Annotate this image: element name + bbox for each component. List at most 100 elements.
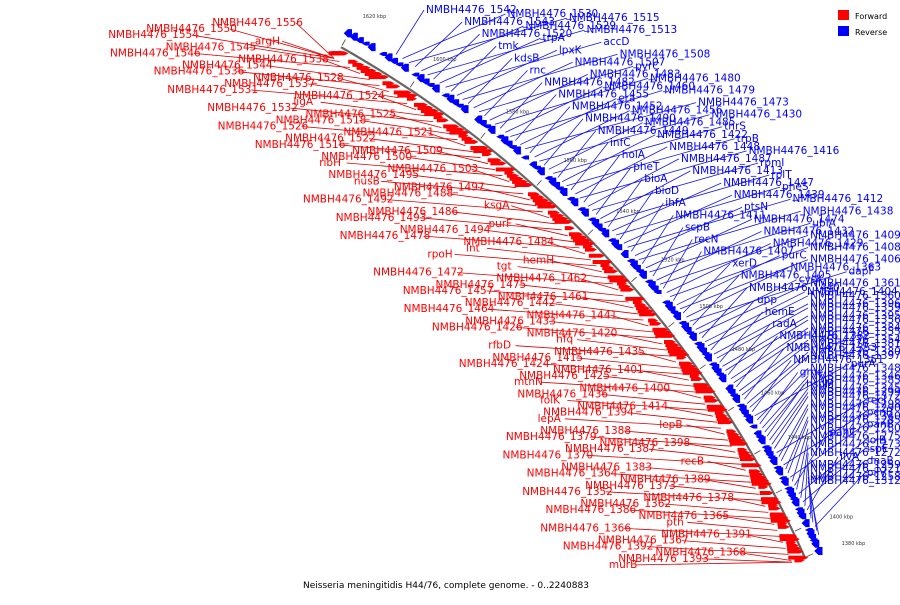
reverse-gene-label[interactable]: infC bbox=[610, 137, 631, 149]
forward-gene-label[interactable]: folK bbox=[540, 395, 561, 407]
forward-gene-label[interactable]: hfq bbox=[556, 334, 573, 346]
reverse-gene-label[interactable]: dapF bbox=[849, 266, 875, 278]
reverse-gene-label[interactable]: NMBH4476_1483 bbox=[590, 68, 681, 80]
forward-gene-label[interactable]: NMBH4476_1509 bbox=[352, 145, 443, 157]
forward-gene-label[interactable]: NMBH4476_1373 bbox=[585, 480, 676, 492]
reverse-gene-label[interactable]: NMBH4476_1259 bbox=[810, 459, 900, 471]
reverse-gene-label[interactable]: NMBH4476_1430 bbox=[711, 109, 802, 121]
reverse-gene-label[interactable]: NMBH4476_1346 bbox=[810, 370, 900, 382]
forward-gene-label[interactable]: NMBH4476_1545 bbox=[166, 41, 257, 53]
reverse-gene-label[interactable]: trpB bbox=[737, 133, 759, 145]
reverse-gene-label[interactable]: NMBH4476_1449 bbox=[598, 125, 689, 137]
reverse-gene-label[interactable]: trpA bbox=[543, 32, 566, 44]
reverse-gene-label[interactable]: NMBH4476_1411 bbox=[675, 209, 766, 221]
reverse-gene-label[interactable]: NMBH4476_1456 bbox=[632, 105, 723, 117]
reverse-gene-label[interactable]: rnc bbox=[530, 64, 547, 76]
reverse-gene-label[interactable]: NMBH4476_1381 bbox=[810, 338, 900, 350]
forward-gene-label[interactable]: NMBH4476_1457 bbox=[403, 285, 494, 297]
reverse-gene-label[interactable]: NMBH4476_1407 bbox=[703, 246, 794, 258]
reverse-gene-label[interactable]: NMBH4476_1413 bbox=[692, 165, 783, 177]
forward-gene-label[interactable]: NMBH4476_1462 bbox=[496, 273, 587, 285]
forward-gene-label[interactable]: murB bbox=[609, 559, 637, 571]
forward-gene-label[interactable]: NMBH4476_1503 bbox=[388, 163, 479, 175]
reverse-gene-label[interactable]: NMBH4476_1359 bbox=[810, 302, 900, 314]
forward-gene-label[interactable]: NMBH4476_1398 bbox=[600, 437, 691, 449]
reverse-gene-label[interactable]: NMBH4476_1455 bbox=[558, 89, 649, 101]
forward-gene-label[interactable]: NMBH4476_1389 bbox=[620, 474, 711, 486]
forward-gene-label[interactable]: NMBH4476_1524 bbox=[294, 90, 385, 102]
forward-gene-label[interactable]: NMBH4476_1531 bbox=[167, 84, 258, 96]
reverse-gene-label[interactable]: NMBH4476_1542 bbox=[426, 4, 517, 16]
reverse-gene-label[interactable]: NMBH4476_1482 bbox=[544, 77, 635, 89]
reverse-gene-label[interactable]: ispE bbox=[867, 443, 889, 455]
reverse-gene-label[interactable]: hemE bbox=[765, 306, 795, 318]
forward-gene-label[interactable]: NMBH4476_1392 bbox=[563, 541, 654, 553]
reverse-gene-label[interactable]: NMBH4476_1422 bbox=[657, 129, 748, 141]
forward-gene-label[interactable]: lepB bbox=[659, 419, 682, 431]
forward-gene-label[interactable]: argH bbox=[255, 35, 280, 47]
reverse-gene-label[interactable]: kdsB bbox=[514, 52, 539, 64]
reverse-gene-label[interactable]: ptsN bbox=[744, 201, 768, 213]
reverse-gene-label[interactable]: NMBH4476_1404 bbox=[807, 286, 898, 298]
forward-gene-label[interactable]: NMBH4476_1379 bbox=[506, 431, 597, 443]
forward-gene-label[interactable]: NMBH4476_1536 bbox=[154, 66, 245, 78]
reverse-gene-label[interactable]: NMBH4476_1363 bbox=[790, 262, 881, 274]
forward-gene-label[interactable]: NMBH4476_1464 bbox=[404, 303, 495, 315]
reverse-gene-label[interactable]: NMBH4476_1280 bbox=[810, 423, 900, 435]
reverse-gene-label[interactable]: NMBH4476_1290 bbox=[810, 403, 900, 415]
forward-gene-label[interactable]: NMBH4476_1521 bbox=[343, 127, 434, 139]
reverse-gene-label[interactable]: NMBH4476_1447 bbox=[723, 177, 814, 189]
reverse-gene-label[interactable]: NMBH4476_1513 bbox=[587, 24, 678, 36]
forward-gene-label[interactable]: NMBH4476_1544 bbox=[182, 60, 273, 72]
reverse-gene-label[interactable]: NMBH4476_1275 bbox=[810, 431, 900, 443]
forward-gene-label[interactable]: NMBH4476_1420 bbox=[527, 328, 618, 340]
reverse-gene-label[interactable]: NMBH4476_1406 bbox=[810, 254, 900, 266]
forward-gene-label[interactable]: NMBH4476_1400 bbox=[579, 382, 670, 394]
reverse-gene-label[interactable]: NMBH4476_1355 bbox=[810, 326, 900, 338]
reverse-gene-label[interactable]: recJ bbox=[867, 395, 886, 407]
forward-gene-label[interactable]: tgt bbox=[497, 261, 512, 273]
forward-gene-label[interactable]: lepA bbox=[538, 413, 562, 425]
forward-gene-label[interactable]: NMBH4476_1556 bbox=[212, 17, 303, 29]
reverse-gene-label[interactable]: NMBH4476_1487 bbox=[681, 153, 772, 165]
reverse-gene-label[interactable]: holA bbox=[622, 149, 646, 161]
forward-gene-label[interactable]: NMBH4476_1441 bbox=[527, 309, 618, 321]
forward-gene-label[interactable]: NMBH4476_1368 bbox=[655, 547, 746, 559]
forward-gene-label[interactable]: NMBH4476_1366 bbox=[540, 522, 631, 534]
reverse-gene-label[interactable]: pilV bbox=[867, 467, 887, 479]
reverse-gene-label[interactable]: pcnB bbox=[867, 407, 893, 419]
reverse-gene-label[interactable]: NMBH4476_1351 bbox=[793, 354, 884, 366]
reverse-gene-label[interactable]: NMBH4476_1272 bbox=[810, 447, 900, 459]
forward-gene-label[interactable]: NMBH4476_1414 bbox=[577, 401, 668, 413]
forward-gene-label[interactable]: NMBH4476_1528 bbox=[253, 72, 344, 84]
forward-gene-label[interactable]: NMBH4476_1495 bbox=[328, 169, 419, 181]
reverse-gene-label[interactable]: NMBH4476_1356 bbox=[810, 314, 900, 326]
reverse-gene-label[interactable]: NMBH4476_1321 bbox=[810, 463, 900, 475]
forward-gene-label[interactable]: ligA bbox=[293, 96, 313, 108]
forward-gene-label[interactable]: NMBH4476_1537 bbox=[224, 78, 315, 90]
forward-gene-label[interactable]: NMBH4476_1497 bbox=[394, 181, 485, 193]
forward-gene-label[interactable]: NMBH4476_1362 bbox=[580, 498, 671, 510]
reverse-gene-label[interactable]: NMBH4476_1285 bbox=[810, 415, 900, 427]
forward-gene-label[interactable]: rpoH bbox=[427, 248, 452, 260]
reverse-gene-label[interactable]: tmk bbox=[498, 40, 519, 52]
reverse-gene-label[interactable]: NMBH4476_1372 bbox=[810, 390, 900, 402]
reverse-gene-label[interactable]: NMBH4476_1409 bbox=[810, 229, 900, 241]
forward-gene-label[interactable]: nusB bbox=[354, 175, 380, 187]
forward-gene-label[interactable]: NMBH4476_1391 bbox=[661, 529, 752, 541]
forward-gene-label[interactable]: NMBH4476_1433 bbox=[465, 315, 556, 327]
reverse-gene-label[interactable]: radA bbox=[772, 318, 797, 330]
forward-gene-label[interactable]: pth bbox=[666, 516, 683, 528]
reverse-gene-label[interactable]: NMBH4476_1480 bbox=[650, 72, 741, 84]
forward-gene-label[interactable]: NMBH4476_1493 bbox=[336, 212, 427, 224]
reverse-gene-label[interactable]: NMBH4476_1515 bbox=[569, 12, 660, 24]
reverse-gene-label[interactable]: NMBH4476_1382 bbox=[779, 330, 870, 342]
reverse-gene-label[interactable]: NMBH4476_1507 bbox=[575, 56, 666, 68]
forward-gene-label[interactable]: NMBH4476_1494 bbox=[400, 224, 491, 236]
forward-gene-label[interactable]: NMBH4476_1500 bbox=[321, 151, 412, 163]
forward-gene-label[interactable]: NMBH4476_1516 bbox=[255, 139, 346, 151]
forward-gene-label[interactable]: NMBH4476_1393 bbox=[618, 553, 709, 565]
forward-gene-label[interactable]: NMBH4476_1478 bbox=[340, 230, 431, 242]
reverse-gene-label[interactable]: NMBH4476_1448 bbox=[669, 141, 760, 153]
forward-gene-label[interactable]: NMBH4476_1383 bbox=[561, 462, 652, 474]
